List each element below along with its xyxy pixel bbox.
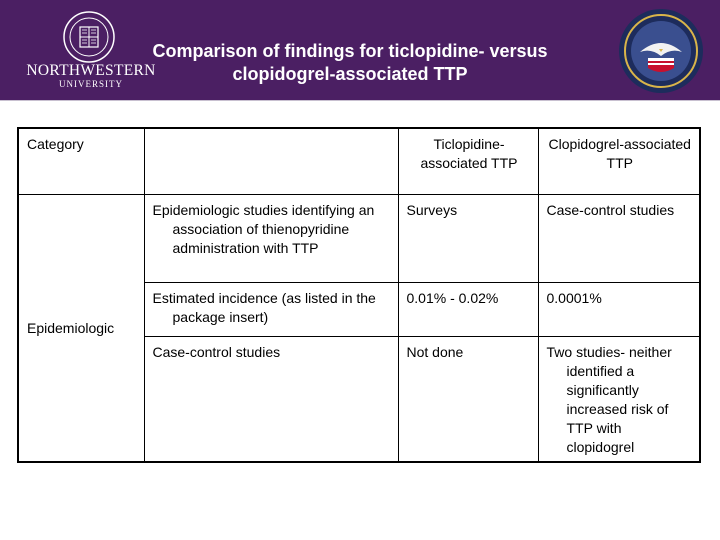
university-name: NORTHWESTERN bbox=[26, 62, 156, 79]
finding-cell: Case-control studies bbox=[143, 335, 399, 463]
page-title: Comparison of findings for ticlopidine- … bbox=[150, 40, 550, 86]
table-row: Case-control studies Not done Two studie… bbox=[18, 335, 701, 463]
clopidogrel-cell: Two studies- neither identified a signif… bbox=[537, 335, 701, 463]
northwestern-seal-icon bbox=[63, 11, 115, 63]
table-row: Estimated incidence (as listed in the pa… bbox=[18, 281, 701, 337]
va-seal-icon bbox=[619, 9, 703, 93]
table-row: Epidemiologic Epidemiologic studies iden… bbox=[17, 193, 701, 463]
comparison-table: Category Ticlopidine-associated TTP Clop… bbox=[17, 127, 701, 463]
ticlopidine-cell: Surveys bbox=[397, 193, 539, 283]
table-header-row: Category Ticlopidine-associated TTP Clop… bbox=[17, 127, 701, 195]
clopidogrel-cell: Case-control studies bbox=[537, 193, 701, 283]
header-category: Category bbox=[17, 127, 145, 195]
finding-cell: Estimated incidence (as listed in the pa… bbox=[143, 281, 399, 337]
ticlopidine-cell: 0.01% - 0.02% bbox=[397, 281, 539, 337]
ticlopidine-cell: Not done bbox=[397, 335, 539, 463]
title-line-2: clopidogrel-associated TTP bbox=[232, 64, 468, 84]
university-subtitle: UNIVERSITY bbox=[59, 79, 123, 89]
header-finding bbox=[143, 127, 399, 195]
header-banner bbox=[0, 0, 720, 103]
clopidogrel-cell: 0.0001% bbox=[537, 281, 701, 337]
header-divider bbox=[0, 100, 720, 106]
title-line-1: Comparison of findings for ticlopidine- … bbox=[152, 41, 548, 61]
category-epidemiologic: Epidemiologic bbox=[17, 193, 145, 463]
finding-cell: Epidemiologic studies identifying an ass… bbox=[143, 193, 399, 283]
header-clopidogrel: Clopidogrel-associated TTP bbox=[537, 127, 701, 195]
header-ticlopidine: Ticlopidine-associated TTP bbox=[397, 127, 539, 195]
